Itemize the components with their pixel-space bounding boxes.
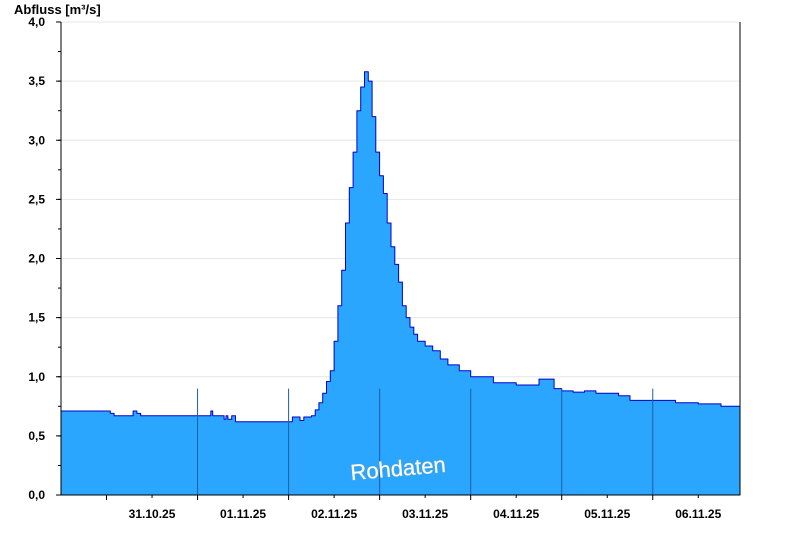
x-tick-label: 03.11.25 — [402, 507, 448, 521]
y-tick-label: 4,0 — [28, 15, 45, 29]
day-separators — [197, 388, 654, 495]
y-tick-label: 1,5 — [28, 311, 45, 325]
y-tick-label: 0,0 — [28, 488, 45, 502]
y-tick-label: 2,0 — [28, 252, 45, 266]
x-tick-label: 01.11.25 — [220, 507, 266, 521]
y-tick-label: 3,5 — [28, 74, 45, 88]
y-tick-label: 2,5 — [28, 192, 45, 206]
x-tick-labels: 31.10.25 01.11.25 02.11.25 03.11.25 04.11.25… — [129, 507, 722, 521]
x-tick-label: 31.10.25 — [129, 507, 176, 521]
y-tick-label: 1,0 — [28, 370, 45, 384]
x-tick-label: 04.11.25 — [493, 507, 539, 521]
x-tick-label: 05.11.25 — [584, 507, 630, 521]
series-area — [60, 71, 741, 496]
discharge-area — [60, 71, 741, 496]
x-tick-label: 06.11.25 — [675, 507, 721, 521]
y-axis-label: Abfluss [m³/s] — [14, 2, 101, 17]
y-tick-label: 3,0 — [28, 133, 45, 147]
x-tick-label: 02.11.25 — [311, 507, 357, 521]
y-tick-label: 0,5 — [28, 429, 45, 443]
y-tick-labels: 0,0 0,5 1,0 1,5 2,0 2,5 3,0 3,5 4,0 — [28, 15, 45, 502]
axes — [56, 21, 741, 500]
